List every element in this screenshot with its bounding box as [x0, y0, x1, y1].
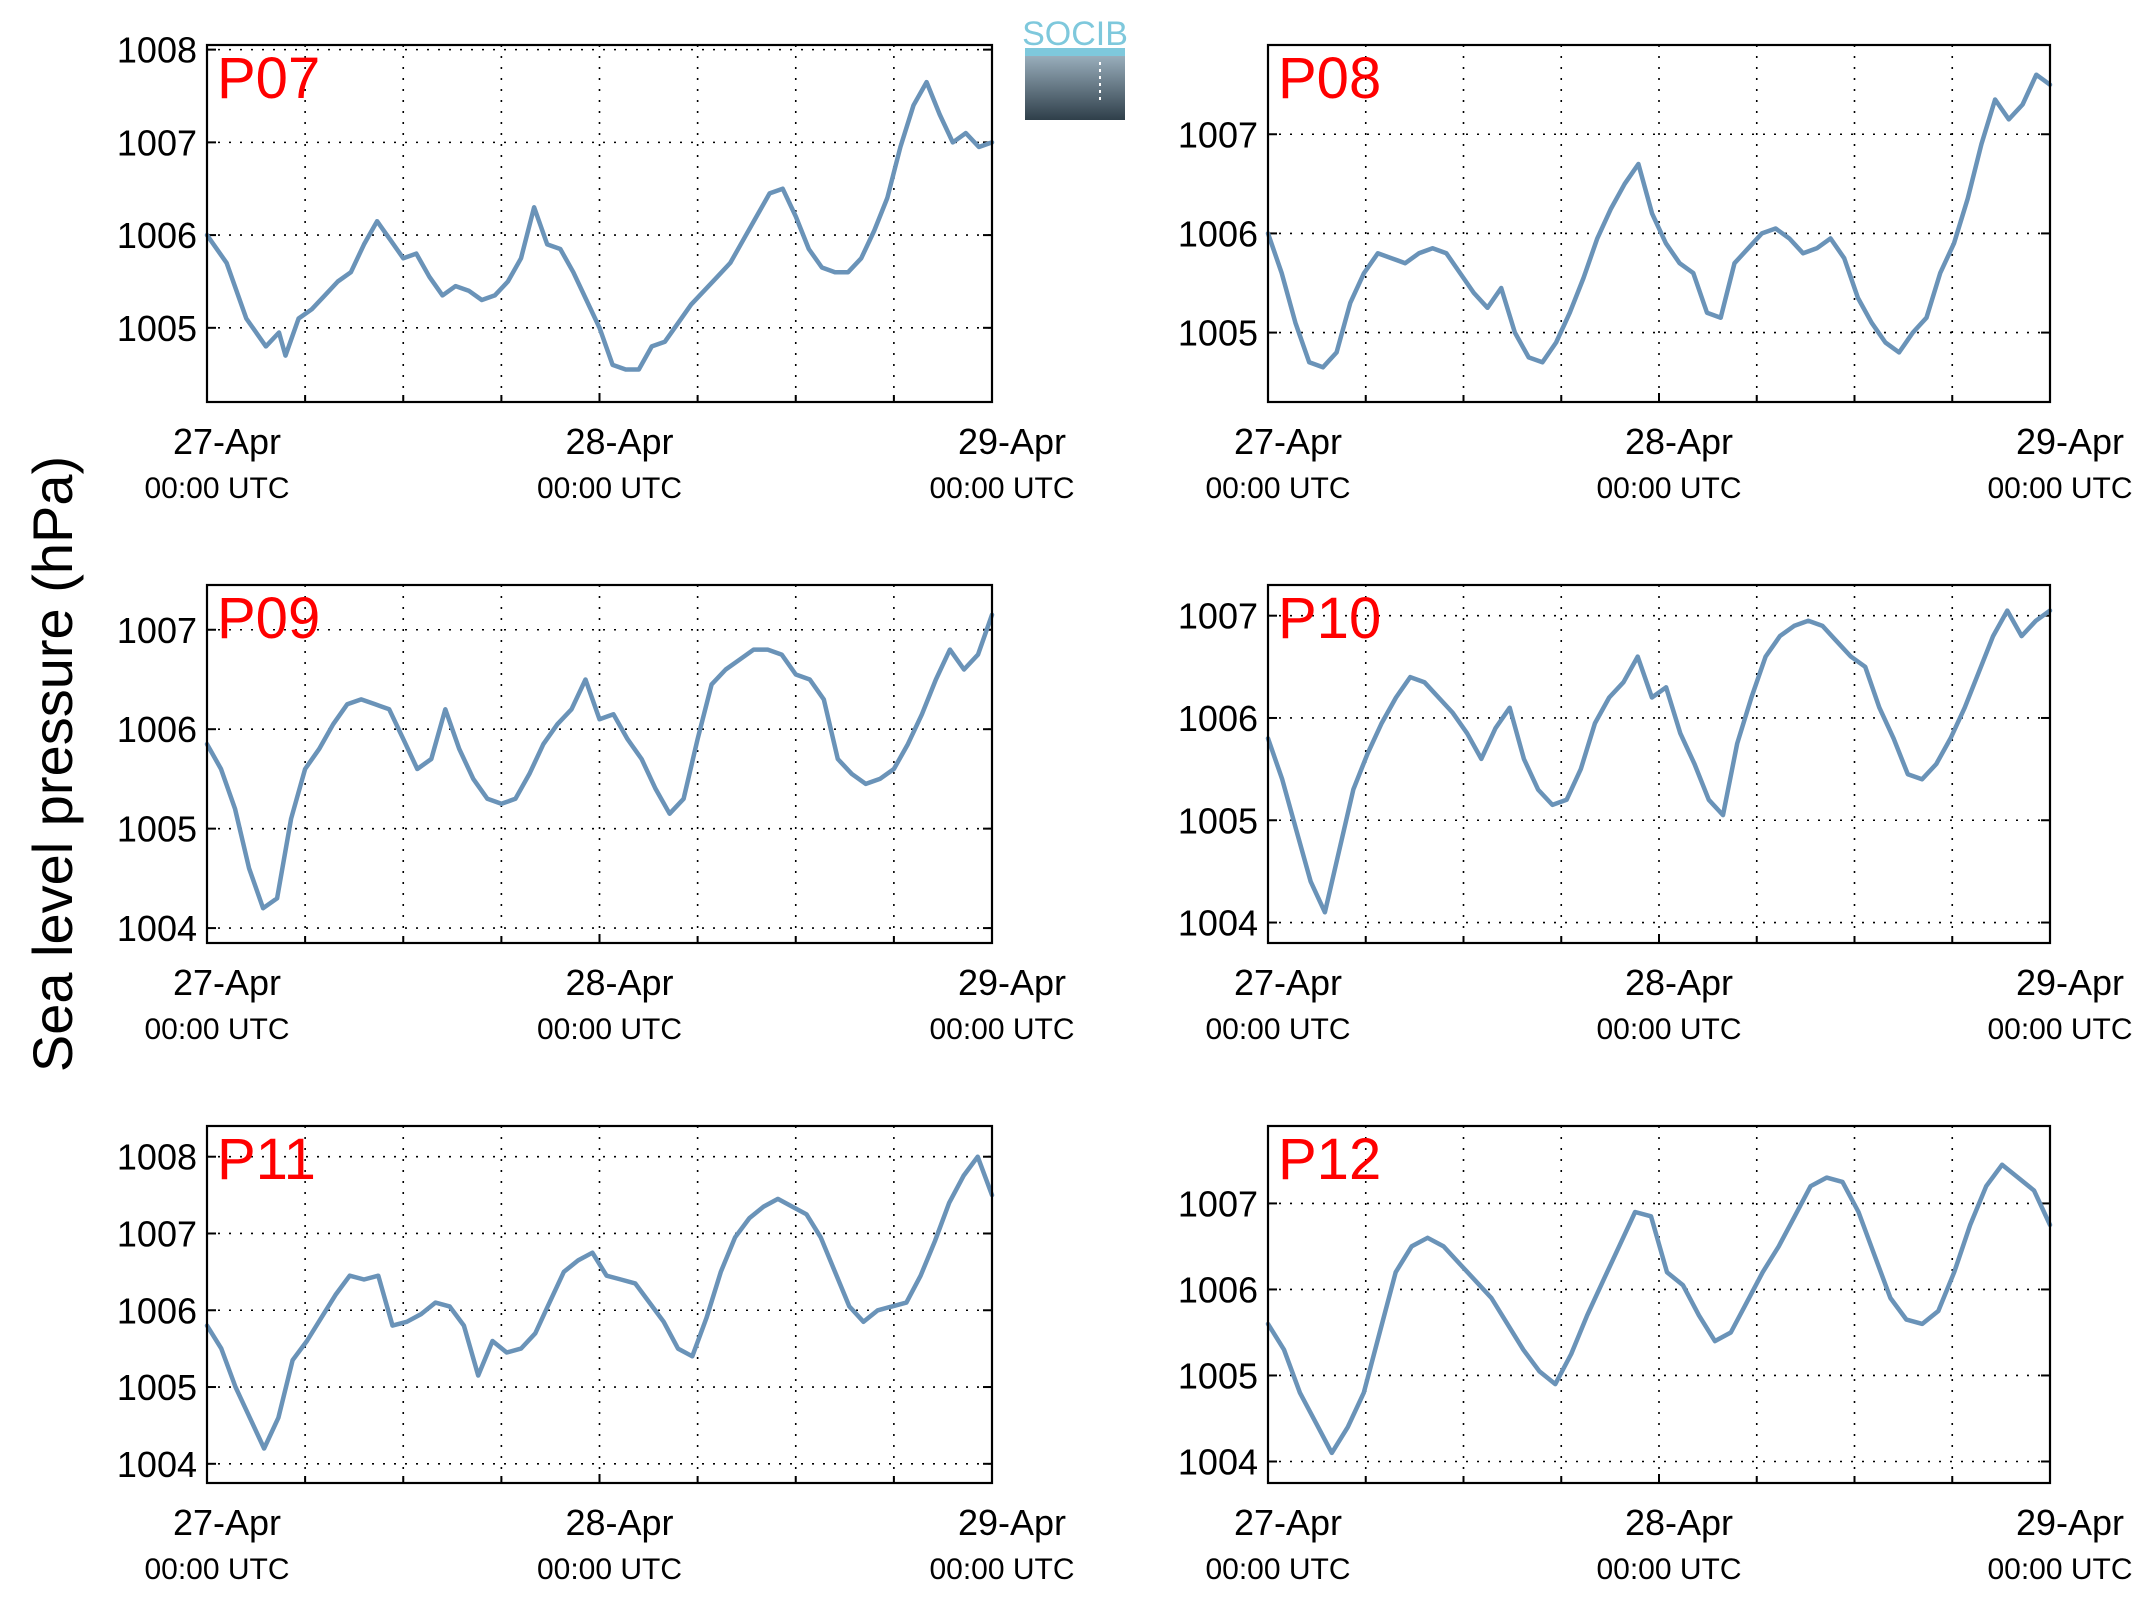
x-tick-date-label: 28-Apr: [565, 421, 673, 462]
axes-frame: [205, 1124, 994, 1485]
y-tick-label: 1005: [117, 308, 197, 349]
y-tick-label: 1005: [117, 1367, 197, 1408]
x-tick-time-label: 00:00 UTC: [537, 1553, 682, 1586]
x-tick-time-label: 00:00 UTC: [144, 1013, 289, 1046]
x-tick-date-label: 27-Apr: [1234, 421, 1342, 462]
x-tick-time-label: 00:00 UTC: [537, 1013, 682, 1046]
x-tick-time-label: 00:00 UTC: [1987, 472, 2132, 505]
x-tick-time-label: 00:00 UTC: [1205, 1013, 1350, 1046]
x-tick-time-label: 00:00 UTC: [1205, 472, 1350, 505]
station-label: P08: [1278, 46, 1381, 111]
x-tick-date-label: 27-Apr: [1234, 1502, 1342, 1543]
y-tick-label: 1007: [1178, 1183, 1258, 1224]
x-tick-time-label: 00:00 UTC: [144, 1553, 289, 1586]
y-tick-label: 1006: [1178, 1269, 1258, 1310]
socib-logo: SOCIB: [1022, 15, 1128, 120]
y-tick-label: 1005: [1178, 1355, 1258, 1396]
x-tick-time-label: 00:00 UTC: [1987, 1013, 2132, 1046]
x-tick-date-label: 27-Apr: [173, 1502, 281, 1543]
panel-p11: 1004 1005 1006 1007 1008 27-Apr 00:00 UTC 28-Ap…: [117, 1124, 1075, 1586]
x-tick-time-label: 00:00 UTC: [929, 1013, 1074, 1046]
y-tick-label: 1008: [117, 1137, 197, 1178]
x-tick-time-label: 00:00 UTC: [1987, 1553, 2132, 1586]
panel-p12: 1004 1005 1006 1007 27-Apr 00:00 UTC 28-Apr 00:…: [1178, 1124, 2133, 1586]
x-tick-date-label: 29-Apr: [958, 421, 1066, 462]
panel-p09: 1004 1005 1006 1007 27-Apr 00:00 UTC 28-Apr 00:…: [117, 583, 1075, 1046]
series-line-p08: [1265, 72, 2053, 370]
series-line-p10: [1265, 608, 2053, 915]
y-tick-label: 1006: [117, 215, 197, 256]
x-tick-date-label: 29-Apr: [958, 962, 1066, 1003]
panel-p07: 1005 1006 1007 1008 27-Apr 00:00 UTC 28-Apr 00:…: [117, 30, 1075, 505]
series-line-p07: [204, 79, 995, 372]
logo-text: SOCIB: [1022, 15, 1128, 53]
x-tick-date-label: 29-Apr: [958, 1502, 1066, 1543]
y-tick-label: 1007: [1178, 596, 1258, 637]
y-tick-label: 1007: [117, 122, 197, 163]
y-tick-label: 1007: [1178, 114, 1258, 155]
y-tick-label: 1005: [1178, 800, 1258, 841]
x-tick-time-label: 00:00 UTC: [144, 472, 289, 505]
y-tick-label: 1005: [1178, 313, 1258, 354]
x-tick-time-label: 00:00 UTC: [1596, 1553, 1741, 1586]
x-tick-date-label: 27-Apr: [173, 962, 281, 1003]
axes-frame: [205, 43, 994, 404]
series-line-p09: [204, 612, 995, 911]
axes-frame: [1266, 1124, 2052, 1485]
logo-block: [1025, 52, 1125, 120]
x-tick-time-label: 00:00 UTC: [929, 1553, 1074, 1586]
y-tick-label: 1006: [1178, 698, 1258, 739]
logo-band: [1025, 48, 1125, 56]
y-tick-label: 1004: [117, 908, 197, 949]
x-tick-date-label: 28-Apr: [565, 1502, 673, 1543]
x-tick-date-label: 27-Apr: [173, 421, 281, 462]
x-tick-date-label: 27-Apr: [1234, 962, 1342, 1003]
panel-p10: 1004 1005 1006 1007 27-Apr 00:00 UTC 28-Apr 00:…: [1178, 583, 2133, 1046]
y-tick-label: 1007: [117, 1213, 197, 1254]
panel-p08: 1005 1006 1007 27-Apr 00:00 UTC 28-Apr 00:00 U…: [1178, 43, 2133, 505]
x-tick-date-label: 29-Apr: [2016, 1502, 2124, 1543]
series-line-p11: [204, 1154, 995, 1451]
x-tick-date-label: 28-Apr: [1625, 1502, 1733, 1543]
station-label: P10: [1278, 586, 1381, 651]
series-line-p12: [1265, 1162, 2053, 1456]
y-tick-label: 1006: [117, 1290, 197, 1331]
y-tick-label: 1006: [117, 709, 197, 750]
x-tick-date-label: 28-Apr: [1625, 962, 1733, 1003]
x-tick-date-label: 28-Apr: [1625, 421, 1733, 462]
y-tick-label: 1008: [117, 30, 197, 71]
x-tick-time-label: 00:00 UTC: [929, 472, 1074, 505]
y-tick-label: 1005: [117, 809, 197, 850]
x-tick-time-label: 00:00 UTC: [537, 472, 682, 505]
x-tick-time-label: 00:00 UTC: [1596, 1013, 1741, 1046]
x-tick-date-label: 29-Apr: [2016, 962, 2124, 1003]
x-tick-time-label: 00:00 UTC: [1205, 1553, 1350, 1586]
axes-frame: [1266, 43, 2052, 404]
station-label: P12: [1278, 1127, 1381, 1192]
y-tick-label: 1004: [1178, 903, 1258, 944]
axes-frame: [1266, 583, 2052, 945]
axes-frame: [205, 583, 994, 945]
station-label: P07: [217, 46, 320, 111]
y-tick-label: 1007: [117, 610, 197, 651]
y-tick-label: 1004: [117, 1444, 197, 1485]
x-tick-date-label: 28-Apr: [565, 962, 673, 1003]
y-axis-label: Sea level pressure (hPa): [21, 456, 84, 1072]
y-tick-label: 1004: [1178, 1441, 1258, 1482]
x-tick-date-label: 29-Apr: [2016, 421, 2124, 462]
station-label: P09: [217, 586, 320, 651]
y-tick-label: 1006: [1178, 213, 1258, 254]
station-label: P11: [217, 1127, 316, 1192]
x-tick-time-label: 00:00 UTC: [1596, 472, 1741, 505]
